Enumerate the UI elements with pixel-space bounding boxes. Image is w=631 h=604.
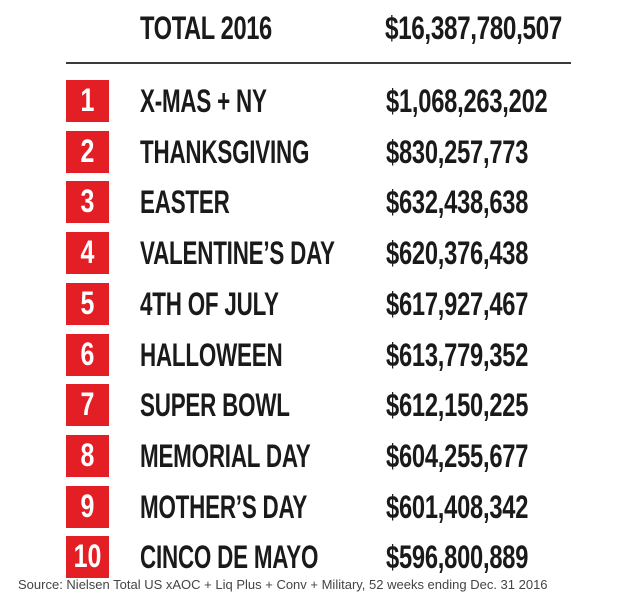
rank-number: 7	[80, 386, 95, 423]
divider	[66, 62, 571, 64]
source-note: Source: Nielsen Total US xAOC + Liq Plus…	[18, 577, 548, 592]
rank-row: 8 MEMORIAL DAY $604,255,677	[0, 434, 631, 477]
rank-row: 6 HALLOWEEN $613,779,352	[0, 333, 631, 376]
sales-value: $596,800,889	[386, 539, 529, 576]
holiday-name: 4TH OF JULY	[140, 285, 279, 322]
rank-badge: 6	[66, 333, 109, 376]
rank-badge: 10	[66, 536, 109, 579]
sales-value: $632,438,638	[386, 184, 529, 221]
sales-value: $613,779,352	[386, 336, 529, 373]
sales-value: $601,408,342	[386, 488, 529, 525]
rank-number: 1	[80, 82, 95, 118]
sales-value: $612,150,225	[386, 387, 529, 424]
sales-value: $830,257,773	[386, 133, 529, 170]
rank-row: 10 CINCO DE MAYO $596,800,889	[0, 536, 631, 579]
rank-badge: 5	[66, 282, 109, 325]
rank-number: 5	[80, 284, 95, 321]
holiday-name: SUPER BOWL	[140, 387, 290, 424]
holiday-name: HALLOWEEN	[140, 336, 283, 373]
sales-value: $1,068,263,202	[386, 83, 548, 119]
rank-row: 3 EASTER $632,438,638	[0, 181, 631, 224]
rank-number: 10	[73, 538, 102, 575]
rank-number: 6	[80, 335, 95, 372]
total-value: $16,387,780,507	[385, 10, 562, 46]
rank-badge: 3	[66, 181, 109, 224]
total-label: TOTAL 2016	[140, 10, 272, 46]
rank-badge: 8	[66, 434, 109, 477]
total-row: TOTAL 2016 $16,387,780,507	[0, 0, 631, 62]
rank-badge: 4	[66, 232, 109, 275]
rank-number: 3	[80, 183, 95, 220]
rank-row: 7 SUPER BOWL $612,150,225	[0, 384, 631, 427]
sales-value: $617,927,467	[386, 285, 529, 322]
rank-number: 9	[80, 487, 95, 524]
holiday-name: X-MAS + NY	[140, 83, 267, 119]
holiday-name: CINCO DE MAYO	[140, 539, 319, 576]
rank-number: 2	[80, 132, 95, 169]
holiday-name: MOTHER’S DAY	[140, 488, 308, 525]
rank-row: 9 MOTHER’S DAY $601,408,342	[0, 485, 631, 528]
rank-badge: 7	[66, 384, 109, 427]
sales-value: $620,376,438	[386, 235, 529, 272]
rank-row: 2 THANKSGIVING $830,257,773	[0, 130, 631, 173]
sales-value: $604,255,677	[386, 437, 529, 474]
rank-number: 4	[80, 234, 95, 271]
rank-row: 4 VALENTINE’S DAY $620,376,438	[0, 232, 631, 275]
rank-badge: 9	[66, 485, 109, 528]
holiday-name: THANKSGIVING	[140, 133, 310, 170]
rank-number: 8	[80, 436, 95, 473]
holiday-name: EASTER	[140, 184, 230, 221]
holiday-name: VALENTINE’S DAY	[140, 235, 335, 272]
rank-row: 5 4TH OF JULY $617,927,467	[0, 282, 631, 325]
holiday-name: MEMORIAL DAY	[140, 437, 311, 474]
rank-row: 1 X-MAS + NY $1,068,263,202	[0, 80, 631, 122]
rank-badge: 1	[66, 80, 109, 122]
rank-badge: 2	[66, 130, 109, 173]
